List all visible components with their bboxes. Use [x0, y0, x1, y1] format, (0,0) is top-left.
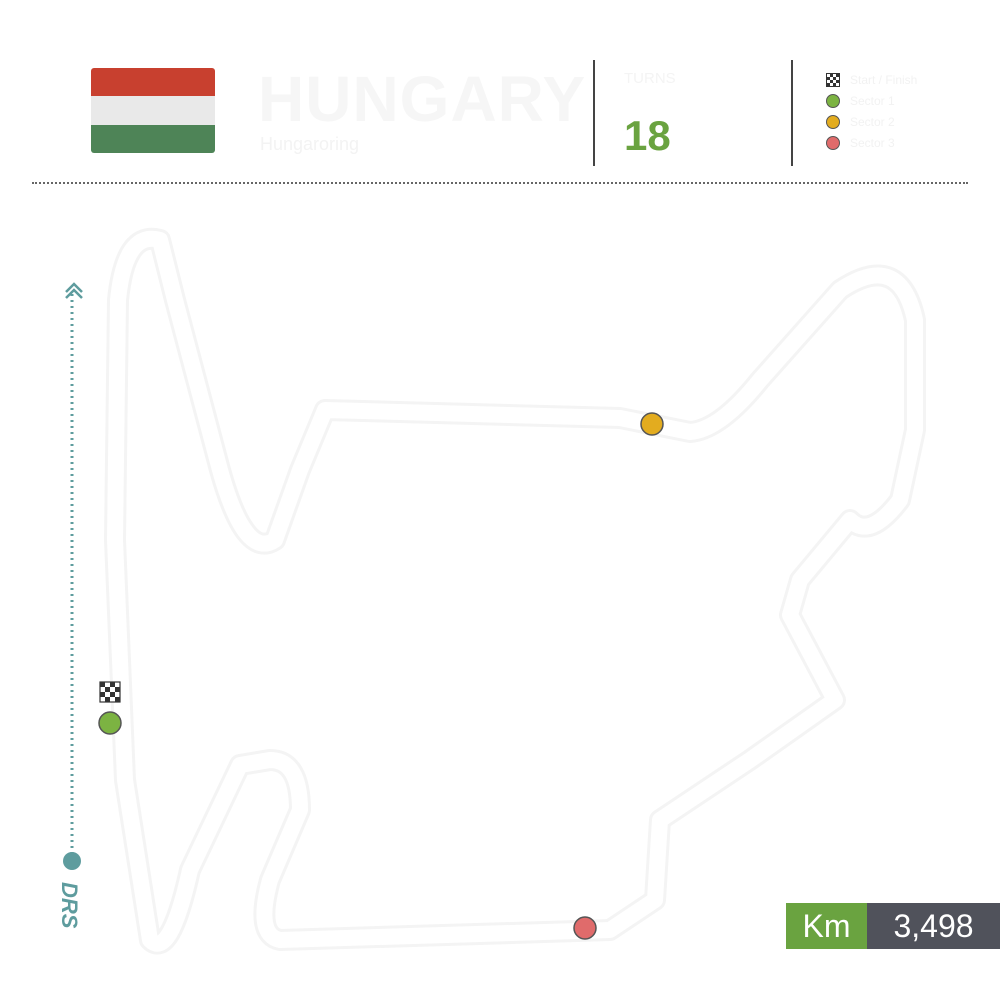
turns-label: TURNS — [624, 70, 676, 87]
hungary-flag — [91, 68, 215, 153]
sector-1-marker — [98, 711, 122, 735]
country-name: HUNGARY — [258, 63, 587, 135]
legend-label: Sector 2 — [850, 115, 895, 129]
track-length-box: Km 3,498 — [786, 903, 1000, 949]
red-dot-icon — [826, 136, 840, 150]
track-outline-inner — [107, 230, 923, 952]
legend-start-finish: Start / Finish — [826, 73, 917, 87]
header-separator — [32, 182, 968, 184]
legend-label: Sector 3 — [850, 136, 895, 150]
sector-2-marker — [640, 412, 664, 436]
divider-1 — [593, 60, 595, 166]
flag-green-stripe — [91, 124, 215, 153]
turns-count: 18 — [624, 112, 671, 159]
drs-chevron-icon — [65, 282, 83, 299]
flag-white-stripe — [91, 96, 215, 125]
start-finish-checkered-icon — [99, 681, 121, 703]
sector-3-marker — [573, 916, 597, 940]
legend-sector-2: Sector 2 — [826, 115, 895, 129]
legend-sector-1: Sector 1 — [826, 94, 895, 108]
length-unit: Km — [786, 903, 867, 949]
yellow-dot-icon — [826, 115, 840, 129]
divider-2 — [791, 60, 793, 166]
drs-label: DRS — [57, 882, 82, 929]
drs-start-dot — [63, 852, 81, 870]
legend-sector-3: Sector 3 — [826, 136, 895, 150]
checkered-flag-icon — [826, 73, 840, 87]
circuit-name: Hungaroring — [260, 134, 360, 154]
green-dot-icon — [826, 94, 840, 108]
legend-label: Start / Finish — [850, 73, 918, 87]
legend-label: Sector 1 — [850, 94, 895, 108]
length-value: 3,498 — [867, 903, 1000, 949]
flag-red-stripe — [91, 68, 215, 97]
